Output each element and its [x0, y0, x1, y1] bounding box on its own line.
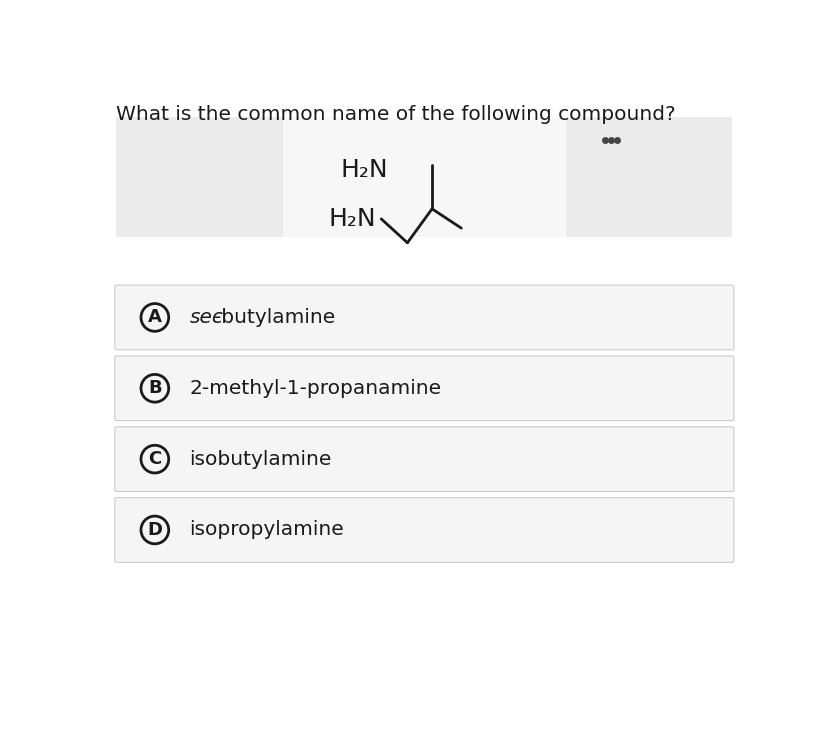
Text: isopropylamine: isopropylamine: [189, 521, 344, 539]
Text: What is the common name of the following compound?: What is the common name of the following…: [117, 105, 675, 124]
Text: A: A: [148, 308, 161, 327]
Text: -butylamine: -butylamine: [214, 308, 335, 327]
Bar: [117, 117, 282, 236]
Text: C: C: [148, 450, 161, 468]
Text: 2-methyl-1-propanamine: 2-methyl-1-propanamine: [189, 379, 441, 398]
Text: H₂N: H₂N: [340, 157, 388, 181]
FancyBboxPatch shape: [115, 285, 733, 350]
FancyBboxPatch shape: [115, 498, 733, 562]
Text: H₂N: H₂N: [328, 207, 376, 231]
FancyBboxPatch shape: [115, 356, 733, 421]
Text: isobutylamine: isobutylamine: [189, 450, 332, 468]
Text: D: D: [147, 521, 162, 539]
Bar: [282, 117, 566, 236]
Text: B: B: [148, 379, 161, 398]
FancyBboxPatch shape: [115, 427, 733, 492]
Bar: [566, 117, 731, 236]
Text: sec: sec: [189, 308, 223, 327]
